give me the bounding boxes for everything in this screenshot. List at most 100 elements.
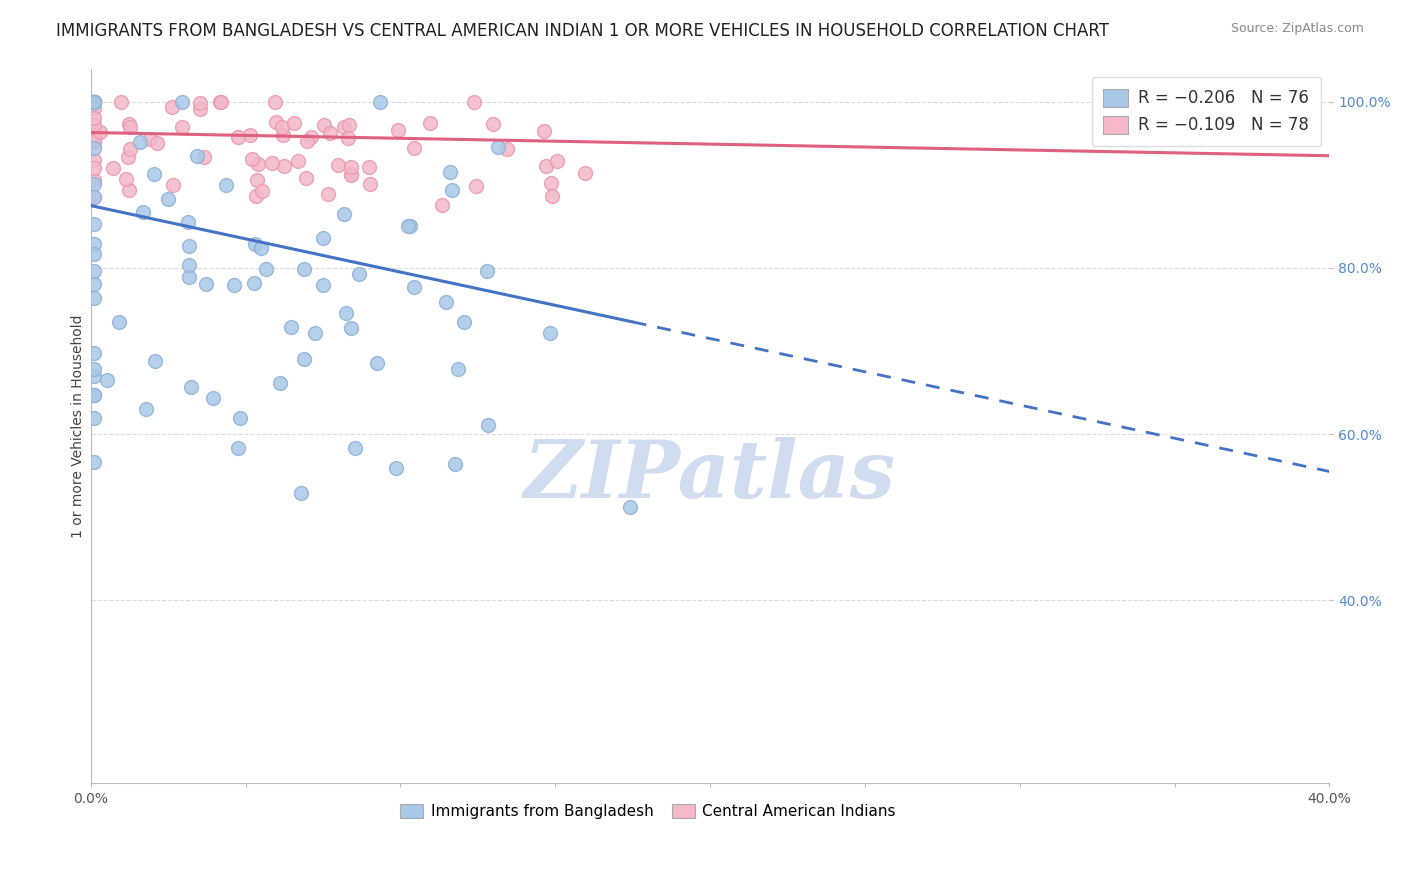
Point	[398, 219, 420, 233]
Point	[250, 184, 273, 198]
Point	[83, 388, 105, 402]
Point	[447, 361, 470, 376]
Point	[340, 321, 363, 335]
Point	[118, 183, 141, 197]
Point	[83, 190, 105, 204]
Point	[316, 187, 339, 202]
Point	[242, 276, 264, 290]
Point	[83, 153, 105, 167]
Point	[209, 95, 232, 109]
Point	[83, 118, 105, 132]
Point	[117, 150, 139, 164]
Point	[83, 133, 105, 147]
Point	[399, 219, 422, 234]
Point	[290, 486, 312, 500]
Point	[304, 326, 326, 341]
Point	[83, 101, 105, 115]
Point	[108, 315, 131, 329]
Point	[83, 95, 105, 109]
Point	[83, 368, 105, 383]
Point	[170, 95, 193, 109]
Point	[135, 401, 157, 416]
Point	[188, 96, 211, 111]
Point	[83, 277, 105, 292]
Point	[271, 120, 294, 134]
Point	[120, 120, 142, 134]
Point	[83, 388, 105, 402]
Point	[249, 240, 271, 254]
Point	[486, 140, 509, 154]
Point	[83, 292, 105, 306]
Point	[534, 159, 557, 173]
Point	[193, 150, 215, 164]
Point	[226, 129, 249, 144]
Point	[83, 141, 105, 155]
Y-axis label: 1 or more Vehicles in Household: 1 or more Vehicles in Household	[72, 314, 86, 538]
Point	[83, 95, 105, 109]
Point	[347, 267, 370, 281]
Point	[359, 177, 381, 191]
Point	[243, 236, 266, 251]
Point	[339, 168, 361, 182]
Point	[83, 128, 105, 143]
Point	[83, 190, 105, 204]
Point	[83, 455, 105, 469]
Point	[240, 152, 263, 166]
Point	[146, 136, 169, 150]
Point	[619, 500, 641, 515]
Point	[83, 411, 105, 425]
Point	[115, 171, 138, 186]
Point	[336, 131, 359, 145]
Point	[215, 178, 238, 193]
Point	[118, 117, 141, 131]
Text: IMMIGRANTS FROM BANGLADESH VS CENTRAL AMERICAN INDIAN 1 OR MORE VEHICLES IN HOUS: IMMIGRANTS FROM BANGLADESH VS CENTRAL AM…	[56, 22, 1109, 40]
Point	[264, 115, 287, 129]
Point	[538, 326, 561, 341]
Point	[83, 95, 105, 109]
Point	[110, 95, 132, 109]
Point	[540, 177, 562, 191]
Point	[177, 239, 200, 253]
Point	[89, 125, 111, 139]
Point	[188, 102, 211, 116]
Point	[83, 361, 105, 376]
Point	[180, 380, 202, 394]
Point	[132, 205, 155, 219]
Point	[481, 117, 503, 131]
Point	[160, 100, 183, 114]
Point	[366, 356, 388, 370]
Point	[83, 135, 105, 149]
Point	[463, 95, 485, 109]
Point	[337, 118, 360, 132]
Point	[229, 411, 252, 425]
Text: ZIPatlas: ZIPatlas	[524, 437, 896, 515]
Point	[434, 295, 457, 310]
Point	[239, 128, 262, 142]
Point	[139, 132, 162, 146]
Point	[83, 111, 105, 125]
Point	[260, 156, 283, 170]
Point	[246, 173, 269, 187]
Point	[326, 158, 349, 172]
Point	[496, 142, 519, 156]
Point	[439, 164, 461, 178]
Point	[226, 441, 249, 455]
Point	[209, 95, 232, 109]
Point	[83, 173, 105, 187]
Point	[333, 207, 356, 221]
Point	[162, 178, 184, 193]
Point	[83, 217, 105, 231]
Point	[318, 126, 340, 140]
Point	[177, 258, 200, 272]
Point	[245, 189, 267, 203]
Point	[280, 320, 302, 334]
Point	[271, 128, 294, 142]
Point	[283, 116, 305, 130]
Point	[432, 197, 454, 211]
Point	[186, 149, 208, 163]
Point	[83, 95, 105, 109]
Point	[83, 95, 105, 109]
Text: Source: ZipAtlas.com: Source: ZipAtlas.com	[1230, 22, 1364, 36]
Point	[83, 95, 105, 109]
Point	[294, 170, 316, 185]
